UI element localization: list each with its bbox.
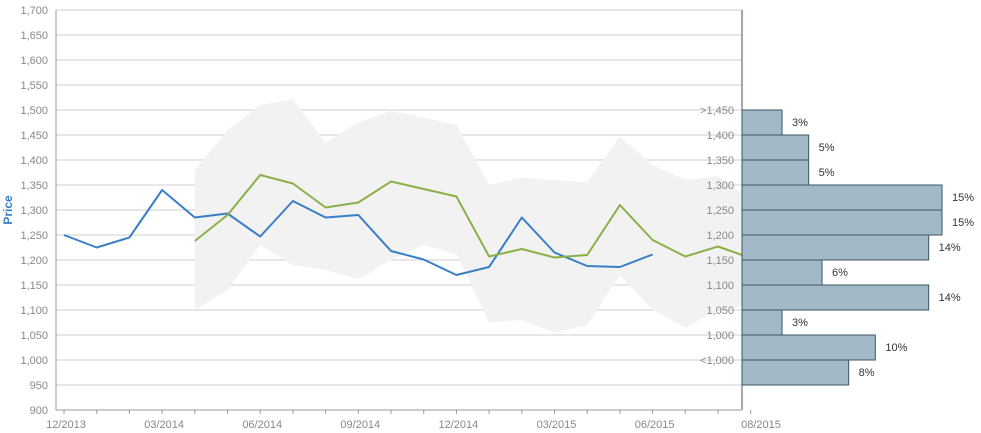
histogram-bar [741,184,943,211]
histogram-bar [741,134,810,161]
histogram-bin-label: 1,400 [706,130,734,142]
y-tick-label: 1,400 [20,155,48,167]
x-tick-label: 09/2014 [340,419,380,431]
histogram-bar [741,109,783,136]
x-tick-label: 06/2014 [242,419,282,431]
histogram-bar [741,234,930,261]
histogram-percent-label: 8% [859,367,875,379]
histogram-bin-label: 1,050 [706,305,734,317]
y-tick-label: 1,600 [20,55,48,67]
y-tick-label: 1,000 [20,355,48,367]
histogram-percent-label: 3% [792,117,808,129]
x-tick-label: 03/2015 [537,419,577,431]
y-tick-label: 1,150 [20,280,48,292]
x-axis: 12/2013 03/2014 06/2014 09/2014 12/2014 03/20… [46,409,781,431]
histogram-bar [741,309,783,336]
histogram: >1,450 3% 1,400 5% 1,350 5% 1,300 15% 1,250 15% 1,… [700,105,974,386]
histogram-bin-label: 1,100 [706,280,734,292]
histogram-bar [741,209,943,236]
y-tick-label: 1,450 [20,130,48,142]
gridlines [55,9,743,411]
histogram-percent-label: 3% [792,317,808,329]
histogram-bin-label: 1,350 [706,155,734,167]
series-line-green [194,174,743,259]
histogram-bin-label: >1,450 [700,105,734,117]
y-tick-label: 1,200 [20,255,48,267]
histogram-percent-label: 10% [885,342,907,354]
histogram-percent-label: 15% [952,192,974,204]
price-range-band [194,99,751,333]
y-tick-label: 1,100 [20,305,48,317]
histogram-bar [741,359,850,386]
histogram-bin-label: 1,300 [706,180,734,192]
y-tick-label: 1,550 [20,80,48,92]
histogram-bin-label: 1,150 [706,255,734,267]
y-axis-ticks: 900 950 1,000 1,050 1,100 1,150 1,200 1,250 1,30… [20,5,48,417]
histogram-percent-label: 5% [819,142,835,154]
y-tick-label: 950 [30,380,48,392]
x-tick-label: 12/2014 [439,419,479,431]
histogram-bin-label: <1,000 [700,355,734,367]
histogram-bar [741,334,876,361]
series-line-blue [63,189,653,276]
y-tick-label: 1,500 [20,105,48,117]
y-tick-label: 1,250 [20,230,48,242]
series-lines [63,174,743,276]
y-tick-label: 1,650 [20,30,48,42]
y-tick-label: 1,350 [20,180,48,192]
histogram-percent-label: 14% [939,242,961,254]
histogram-bar [741,284,930,311]
y-tick-label: 1,300 [20,205,48,217]
histogram-bar [741,159,810,186]
histogram-bin-label: 1,200 [706,230,734,242]
x-tick-label: 08/2015 [741,419,781,431]
y-tick-label: 1,700 [20,5,48,17]
histogram-percent-label: 14% [939,292,961,304]
histogram-bin-label: 1,000 [706,330,734,342]
x-tick-label: 03/2014 [144,419,184,431]
histogram-bin-label: 1,250 [706,205,734,217]
histogram-percent-label: 15% [952,217,974,229]
x-tick-label: 12/2013 [46,419,86,431]
y-tick-label: 1,050 [20,330,48,342]
histogram-percent-label: 6% [832,267,848,279]
histogram-percent-label: 5% [819,167,835,179]
y-tick-label: 900 [30,405,48,417]
histogram-bar [741,259,823,286]
x-tick-label: 06/2015 [635,419,675,431]
y-axis-label: Price [1,195,15,225]
